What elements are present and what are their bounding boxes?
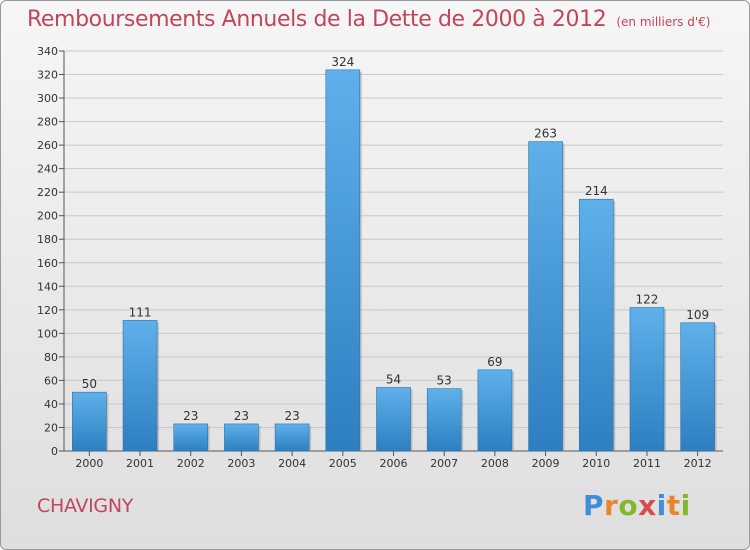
- logo-letter: P: [583, 489, 605, 522]
- x-tick-label: 2009: [532, 457, 560, 470]
- bar-value-label: 111: [129, 305, 152, 319]
- y-tick-label: 40: [44, 398, 58, 411]
- bar-value-label: 214: [585, 184, 608, 198]
- proxiti-logo: Proxiti: [583, 489, 691, 522]
- bar: [629, 307, 665, 452]
- bar: [72, 391, 107, 452]
- bar-value-label: 50: [82, 377, 97, 391]
- y-tick-label: 280: [37, 116, 58, 129]
- y-tick-label: 300: [37, 92, 58, 105]
- bar: [426, 388, 462, 452]
- bar-value-label: 324: [331, 55, 354, 69]
- x-tick-label: 2000: [75, 457, 103, 470]
- bar: [224, 423, 259, 452]
- logo-letter: i: [680, 489, 691, 522]
- chart-units: (en milliers d'€): [616, 15, 711, 29]
- x-tick-label: 2001: [126, 457, 154, 470]
- logo-letter: x: [638, 489, 657, 522]
- bar: [173, 423, 209, 452]
- y-tick-label: 340: [37, 45, 58, 58]
- bar: [376, 387, 411, 452]
- bar-value-label: 263: [534, 127, 557, 141]
- bar-value-label: 109: [686, 308, 709, 322]
- y-tick-label: 160: [37, 257, 58, 270]
- x-tick-label: 2010: [582, 457, 610, 470]
- y-tick-label: 260: [37, 139, 58, 152]
- x-tick-label: 2011: [633, 457, 661, 470]
- bar-value-label: 23: [284, 409, 299, 423]
- logo-letter: r: [604, 489, 619, 522]
- logo-letter: i: [656, 489, 667, 522]
- y-tick-label: 240: [37, 163, 58, 176]
- bar-value-label: 54: [386, 372, 401, 386]
- y-tick-label: 140: [37, 280, 58, 293]
- y-tick-label: 200: [37, 210, 58, 223]
- x-tick-label: 2003: [227, 457, 255, 470]
- bar: [274, 423, 310, 452]
- chart-title-text: Remboursements Annuels de la Dette de 20…: [27, 7, 607, 32]
- commune-name: CHAVIGNY: [37, 495, 134, 517]
- bar-value-label: 23: [234, 409, 249, 423]
- y-tick-label: 220: [37, 186, 58, 199]
- y-tick-label: 20: [44, 421, 58, 434]
- chart-title: Remboursements Annuels de la Dette de 20…: [27, 7, 710, 32]
- bar-value-label: 69: [487, 355, 502, 369]
- y-tick-label: 100: [37, 327, 58, 340]
- x-tick-label: 2005: [329, 457, 357, 470]
- x-tick-label: 2006: [380, 457, 408, 470]
- x-tick-label: 2012: [684, 457, 712, 470]
- bar: [528, 141, 563, 452]
- x-tick-label: 2004: [278, 457, 306, 470]
- y-tick-label: 180: [37, 233, 58, 246]
- bar: [122, 320, 158, 452]
- logo-letter: o: [618, 489, 639, 522]
- y-tick-label: 60: [44, 374, 58, 387]
- bar-value-label: 23: [183, 409, 198, 423]
- y-tick-label: 120: [37, 304, 58, 317]
- y-tick-label: 320: [37, 69, 58, 82]
- bar: [477, 369, 513, 452]
- y-tick-label: 0: [51, 445, 58, 458]
- logo-letter: t: [666, 489, 681, 522]
- bar-value-label: 122: [636, 292, 659, 306]
- bar: [680, 322, 715, 452]
- y-tick-label: 80: [44, 351, 58, 364]
- x-tick-label: 2007: [430, 457, 458, 470]
- bar: [325, 69, 361, 452]
- bar: [578, 198, 614, 452]
- x-tick-label: 2002: [177, 457, 205, 470]
- x-tick-label: 2008: [481, 457, 509, 470]
- bar-value-label: 53: [437, 374, 452, 388]
